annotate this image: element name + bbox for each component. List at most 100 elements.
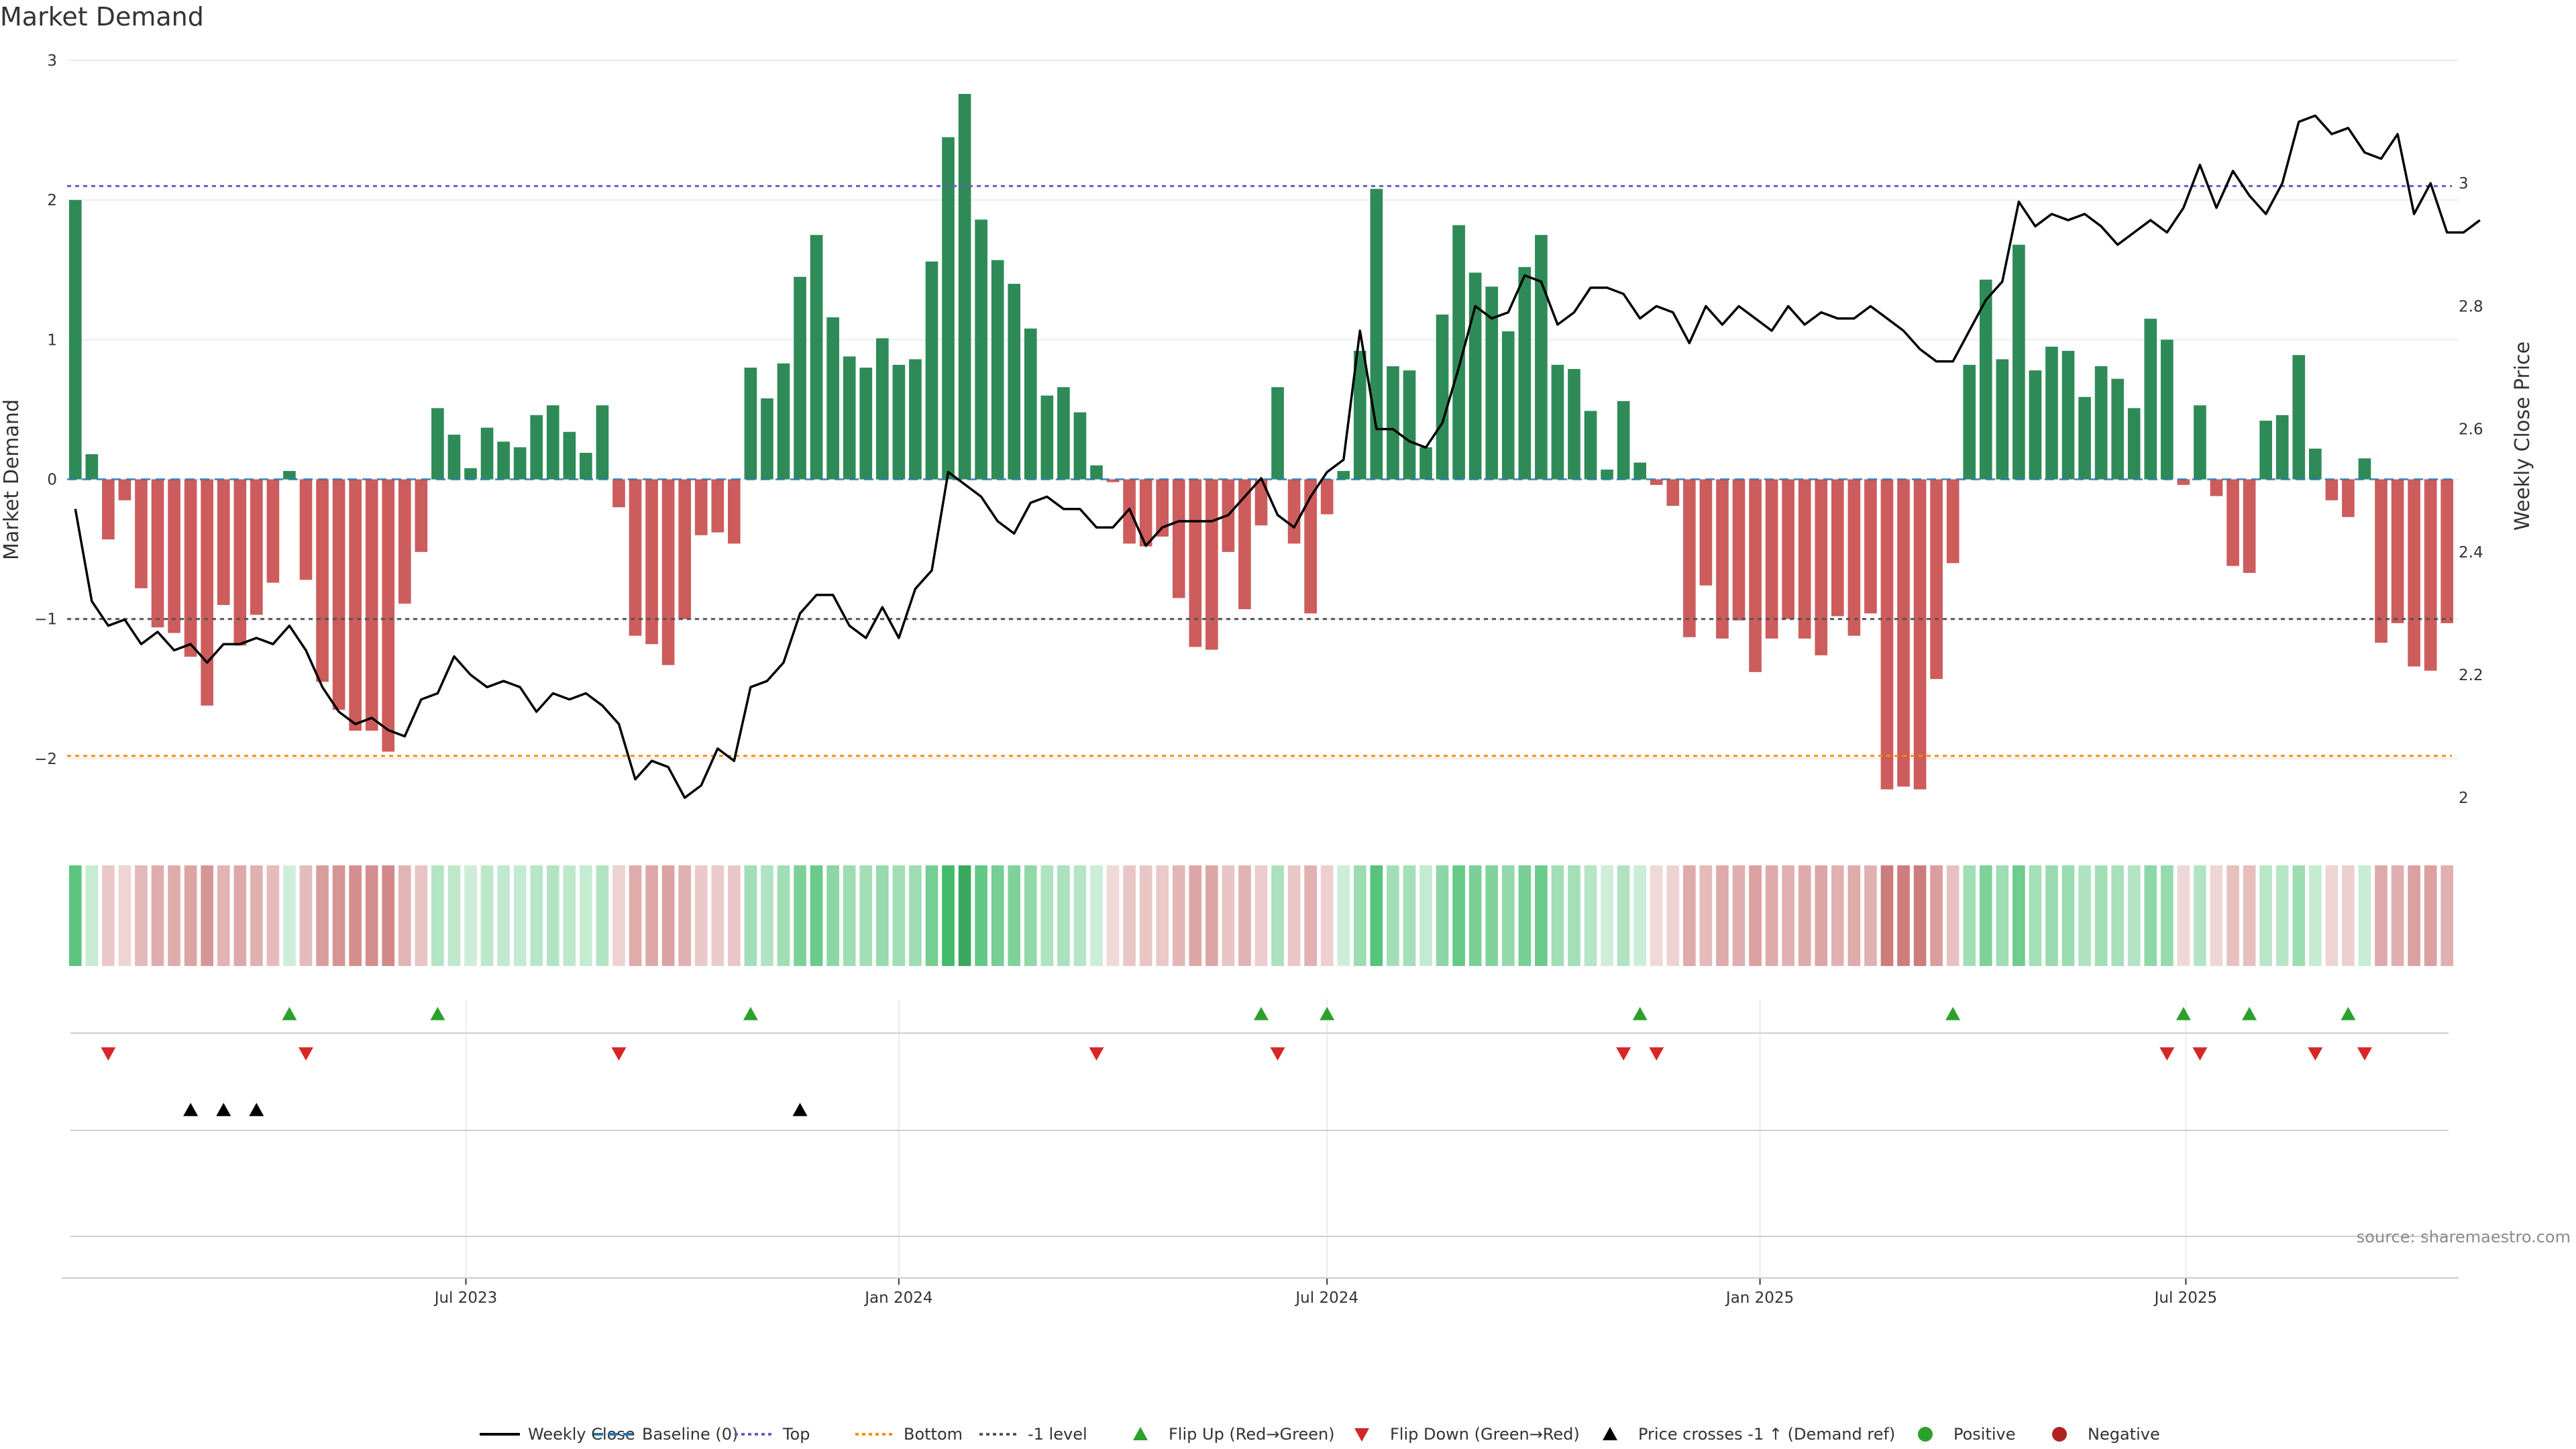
demand-bar <box>2210 479 2223 496</box>
demand-bar <box>1156 479 1169 537</box>
y-axis-left-label: Market Demand <box>0 399 23 560</box>
demand-bar <box>168 479 180 633</box>
heat-cell <box>2194 865 2206 966</box>
flip-up-marker <box>743 1007 758 1020</box>
flip-up-marker <box>2242 1007 2257 1020</box>
heat-cell <box>217 865 230 966</box>
heat-cell <box>2424 865 2437 966</box>
flip-up-marker <box>1254 1007 1269 1020</box>
heat-cell <box>694 865 708 966</box>
demand-bar <box>843 356 856 480</box>
heat-cell <box>2012 865 2025 966</box>
flip-down-marker <box>1649 1047 1664 1061</box>
demand-bar <box>2177 479 2190 485</box>
legend-label: -1 level <box>1028 1425 1087 1444</box>
heat-cell <box>382 865 395 966</box>
demand-bar <box>316 479 329 682</box>
demand-bar <box>1716 479 1729 639</box>
heat-cell <box>2259 865 2272 966</box>
demand-bar <box>1963 364 1976 480</box>
heat-cell <box>1468 865 1482 966</box>
heat-cell <box>2078 865 2091 966</box>
demand-bar <box>365 479 378 731</box>
legend-label: Flip Up (Red→Green) <box>1169 1425 1335 1444</box>
demand-bar <box>2111 378 2125 480</box>
heat-cell <box>1568 865 1580 966</box>
demand-bar <box>1172 479 1185 598</box>
demand-bar <box>217 479 230 605</box>
heat-cell <box>1337 865 1350 966</box>
flip-up-marker <box>1945 1007 1961 1020</box>
heat-cell <box>645 865 658 966</box>
heat-cell <box>1172 865 1185 966</box>
demand-bar <box>530 415 543 480</box>
demand-bar <box>2342 479 2355 517</box>
heat-cell <box>1106 865 1120 966</box>
legend-label: Positive <box>1953 1425 2016 1444</box>
demand-bar <box>991 260 1004 480</box>
heat-cell <box>2275 865 2289 966</box>
legend-item: -1 level <box>979 1425 1087 1444</box>
heat-cell <box>2375 865 2387 966</box>
demand-bar <box>2127 408 2141 480</box>
heat-cell <box>1617 865 1630 966</box>
demand-bar <box>2391 479 2404 623</box>
heat-cell <box>1930 865 1943 966</box>
heat-cell <box>1765 865 1778 966</box>
heat-cell <box>1551 865 1564 966</box>
demand-bar <box>118 479 131 500</box>
heat-cell <box>991 865 1004 966</box>
y-tick-right-label: 3 <box>2459 175 2469 193</box>
heat-cell <box>612 865 625 966</box>
demand-bar <box>513 447 527 480</box>
heat-cell <box>118 865 131 966</box>
heat-cell <box>2177 865 2190 966</box>
demand-bar <box>1880 479 1894 790</box>
heat-cell <box>2045 865 2058 966</box>
heat-cell <box>184 865 197 966</box>
flip-down-marker <box>1089 1047 1104 1061</box>
price-line-layer <box>74 114 2481 799</box>
heat-cell <box>415 865 428 966</box>
chart-title: Market Demand <box>0 2 204 32</box>
legend-item: Flip Down (Green→Red) <box>1354 1425 1580 1444</box>
demand-bar <box>1436 314 1449 480</box>
demand-bar <box>1864 479 1877 614</box>
demand-bar <box>2012 244 2025 480</box>
heat-cell <box>1123 865 1136 966</box>
demand-bar <box>1304 479 1317 614</box>
heat-cell <box>2243 865 2256 966</box>
heat-cell <box>942 865 955 966</box>
demand-bar <box>1370 189 1383 480</box>
demand-bar <box>1584 411 1597 480</box>
flip-down-marker <box>299 1047 313 1061</box>
heat-cell <box>1913 865 1927 966</box>
demand-bar <box>2061 351 2075 480</box>
demand-bar <box>596 405 609 480</box>
heat-cell <box>2127 865 2141 966</box>
heat-cell <box>2210 865 2223 966</box>
flip-up-marker <box>1632 1007 1648 1020</box>
flip-up-marker <box>2341 1007 2356 1020</box>
demand-bar <box>299 479 313 580</box>
demand-bar <box>1271 387 1284 480</box>
legend-swatch <box>2052 1427 2067 1442</box>
demand-bar <box>909 359 922 480</box>
heat-cell <box>1782 865 1794 966</box>
heat-cell <box>2226 865 2239 966</box>
heat-cell <box>513 865 527 966</box>
heat-cell <box>464 865 477 966</box>
demand-bar <box>2325 479 2339 500</box>
demand-bar <box>1847 479 1861 636</box>
demand-bar <box>645 479 658 645</box>
heat-cell <box>1222 865 1235 966</box>
flip-down-marker <box>101 1047 116 1061</box>
demand-bar <box>398 479 411 604</box>
heat-cell <box>2391 865 2404 966</box>
legend-label: Flip Down (Green→Red) <box>1390 1425 1580 1444</box>
heat-cell <box>1996 865 2009 966</box>
demand-bar <box>1897 479 1910 787</box>
heat-cell <box>1831 865 1844 966</box>
demand-bar <box>975 219 987 480</box>
